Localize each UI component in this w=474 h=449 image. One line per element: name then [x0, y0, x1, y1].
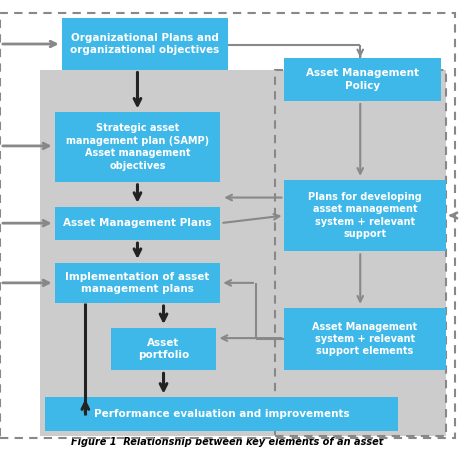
- FancyBboxPatch shape: [40, 70, 446, 436]
- FancyBboxPatch shape: [62, 18, 228, 70]
- Text: Asset Management Plans: Asset Management Plans: [63, 218, 212, 229]
- Text: Strategic asset
management plan (SAMP)
Asset management
objectives: Strategic asset management plan (SAMP) A…: [66, 123, 209, 171]
- FancyBboxPatch shape: [55, 263, 220, 303]
- Text: Organizational Plans and
organizational objectives: Organizational Plans and organizational …: [70, 33, 219, 55]
- FancyBboxPatch shape: [284, 58, 441, 101]
- FancyBboxPatch shape: [55, 207, 220, 240]
- Text: Asset Management
Policy: Asset Management Policy: [306, 69, 419, 91]
- FancyBboxPatch shape: [284, 308, 446, 370]
- Text: Asset
portfolio: Asset portfolio: [138, 338, 189, 360]
- Text: Plans for developing
asset management
system + relevant
support: Plans for developing asset management sy…: [308, 192, 422, 239]
- Text: Asset Management
system + relevant
support elements: Asset Management system + relevant suppo…: [312, 321, 418, 357]
- FancyBboxPatch shape: [55, 112, 220, 182]
- Text: Implementation of asset
management plans: Implementation of asset management plans: [65, 272, 210, 294]
- FancyBboxPatch shape: [45, 397, 398, 431]
- Text: Figure 1  Relationship between key elements of an asset: Figure 1 Relationship between key elemen…: [71, 437, 384, 447]
- FancyBboxPatch shape: [284, 180, 446, 251]
- FancyBboxPatch shape: [111, 328, 216, 370]
- Text: Performance evaluation and improvements: Performance evaluation and improvements: [94, 409, 349, 419]
